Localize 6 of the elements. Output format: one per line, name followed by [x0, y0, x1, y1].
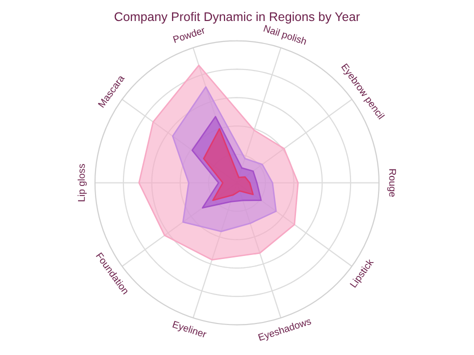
- chart-title: Company Profit Dynamic in Regions by Year: [114, 12, 360, 24]
- spoke-label: Eyeliner: [172, 320, 208, 340]
- spoke-label: Rouge: [387, 169, 396, 197]
- spoke-label: Nail polish: [262, 24, 307, 47]
- spoke-label: Powder: [172, 26, 206, 43]
- spoke-label: Lip gloss: [78, 164, 87, 202]
